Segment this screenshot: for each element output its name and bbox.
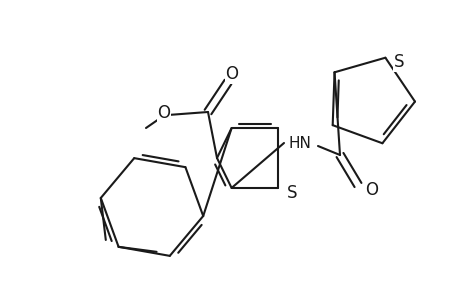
Text: S: S — [393, 53, 404, 71]
Text: O: O — [157, 104, 170, 122]
Text: O: O — [225, 65, 238, 83]
Text: S: S — [286, 184, 297, 202]
Text: HN: HN — [288, 136, 311, 151]
Text: O: O — [365, 181, 378, 199]
